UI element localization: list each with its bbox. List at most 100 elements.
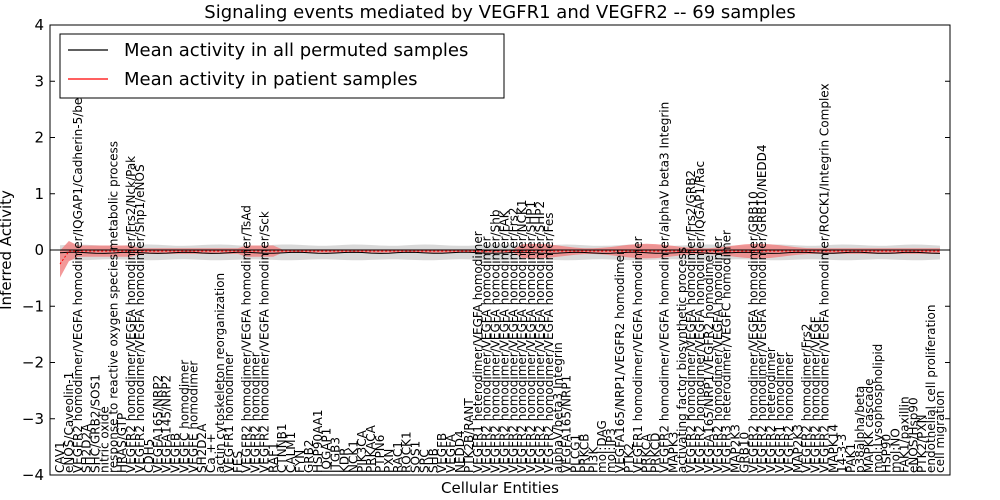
entity-label: FAK1/paxillin — [897, 396, 911, 473]
entity-label: alphaV/beta3 Integrin — [551, 342, 565, 473]
y-tick-label: 4 — [34, 16, 44, 34]
entity-label: PTK2B/RANT — [462, 398, 476, 473]
entity-label: mol:NO — [889, 428, 903, 473]
entity-label: PRKCA — [640, 433, 654, 473]
y-tick-label: 2 — [34, 129, 44, 147]
entity-label: GRB10 — [737, 432, 751, 473]
entity-label: VEGFR2 heterodimer — [764, 347, 778, 473]
entity-label: response to reactive oxygen species meta… — [106, 141, 120, 473]
entity-label: RAF1 — [266, 442, 280, 473]
entity-label: mol:Lysophospholipid — [871, 344, 885, 473]
entity-label: VEGFR2 homodimer/VEGFA homodimer/Sck — [257, 211, 271, 473]
entity-label: SHC/GRB2/SOS1 — [89, 374, 103, 473]
entity-label: VEGFR2 homodimer/VEGFA homodimer/alphaV … — [657, 102, 671, 473]
entity-label: VEGFA145/NRP2 — [160, 375, 174, 473]
legend-box — [59, 33, 505, 99]
entity-label: CAV1 — [53, 441, 67, 473]
entity-label: VEGFR2 homodimer/VEGF — [809, 316, 823, 473]
entity-label: VEGFR2 homodimer/VEGFA homodimer/TsAd — [240, 205, 254, 473]
y-tick-label: −2 — [22, 354, 44, 372]
entity-label: KDR — [337, 448, 351, 473]
entity-label: CDH5 — [142, 439, 156, 473]
patient-mean-line — [59, 250, 940, 265]
entity-label: VEGFR2 homodimer/VEGFA homodimer/IQGAP1/… — [71, 37, 85, 473]
entity-label: VEGFB — [169, 433, 183, 473]
entity-label: VEGFA165/NRP1/VEGFR2 homodimer — [702, 250, 716, 473]
entity-label: PLCG1 — [569, 434, 583, 473]
entity-label: 14-3-3 — [835, 434, 849, 473]
entity-label: VEGFR1 homodimer/VEGFA homodimer — [631, 236, 645, 473]
entity-label: ITGB3 — [329, 437, 343, 473]
entity-label: HSP90 — [880, 434, 894, 473]
entity-label: PTK2/PXN — [915, 414, 929, 473]
entity-label: VEGFR2 homodimer/VEGFA homodimer/GRB10 — [746, 191, 760, 473]
y-axis-label: Inferred Activity — [0, 190, 15, 310]
legend: Mean activity in all permuted samples Me… — [59, 33, 505, 99]
entity-label: eNOS/Hsp90 — [906, 397, 920, 473]
entity-label: VEGFR2 homodimer/VEGFA homodimer/ROCK1/I… — [817, 83, 831, 473]
entity-label: nitric oxide — [97, 406, 111, 473]
entity-label: GRB2 — [302, 439, 316, 473]
legend-label-permuted: Mean activity in all permuted samples — [124, 40, 468, 61]
entity-label: cell migration — [933, 391, 947, 473]
entity-label: VEGFR2 homodimer/VEGFA homodimer/GRB10/N… — [755, 144, 769, 473]
entity-label: VEGFR2 homodimer/VEGFA homodimer/Frs2/Nc… — [124, 156, 138, 473]
entity-label: PTPN6 — [373, 435, 387, 473]
entity-label: VEGFR2 homodimer/VEGFA homodimer/NCK1 — [515, 199, 529, 473]
entity-label: NEDD4 — [453, 430, 467, 473]
y-tick-label: 0 — [34, 241, 44, 259]
entity-label: ROCK1 — [400, 431, 414, 473]
entity-label: PI3K — [586, 446, 600, 473]
entity-label: VEGFA165/NRP2 — [151, 375, 165, 473]
entity-label: VEGFR2 homodimer/VEGFA homodimer/Shb — [489, 210, 503, 474]
entity-label: VEGFR2 homodimer/VEGFA homodimer — [711, 236, 725, 473]
entity-label: Ca ++ — [204, 433, 218, 473]
entity-label: PTK2 — [622, 443, 636, 473]
entity-label: VEGFR2 homodimer/VEGFA homodimer/Frs2 — [506, 207, 520, 473]
entity-label: mol:DAG — [595, 420, 609, 473]
entity-label: FES — [231, 451, 245, 473]
entity-label: VEGFR2 homodimer/VEGFA homodimer/Shp1/eN… — [133, 164, 147, 473]
entity-label: VEGFR2 homodimer/VEGFA homodimer/SHP1 — [524, 201, 538, 473]
entity-label: p38alpha/beta — [853, 386, 867, 473]
entity-label: VEGFR1 heterodimer/VEGFA homodimer — [471, 231, 485, 473]
entity-label: CALM1 — [284, 432, 298, 473]
entity-label: CTNNB1 — [275, 423, 289, 473]
entity-label: VEGFB — [435, 433, 449, 473]
entity-label: SOS1 — [409, 441, 423, 473]
entity-label: SRC — [417, 449, 431, 473]
entity-label: SH2D2A — [195, 423, 209, 473]
entity-label: NCK1 — [346, 440, 360, 473]
y-tick-label: −3 — [22, 410, 44, 428]
y-tick-label: 3 — [34, 72, 44, 90]
entity-label: PRKCD — [649, 433, 663, 473]
entity-label: VEGFR2 homodimer/VEGFA homodimer — [480, 236, 494, 473]
entity-label: mol:IP3 — [604, 428, 618, 473]
entity-label: activating factor biosynthetic process — [675, 247, 689, 473]
entity-label: MAPK3 — [666, 432, 680, 473]
chart-title: Signaling events mediated by VEGFR1 and … — [204, 2, 795, 23]
y-tick-label: 1 — [34, 185, 44, 203]
entity-label: VEGFR2 homodimer/Frs2 — [800, 323, 814, 473]
entity-label: VEGFR2 homodimer — [782, 352, 796, 473]
entity-label: MAP2K3 — [791, 424, 805, 473]
entity-label: VEGFR2 homodimer/VEGFA homodimer/Fes — [542, 212, 556, 473]
entity-label: VEGFR1 homodimer — [222, 352, 236, 473]
legend-label-patient: Mean activity in patient samples — [124, 69, 418, 90]
entity-label: MAPK14 — [826, 424, 840, 473]
entity-label: HRAS/GTP — [115, 413, 129, 473]
entity-label: VEGFR2 homodimer/VEGFA homodimer/SHP2 — [533, 201, 547, 473]
entity-label: PXN — [382, 449, 396, 473]
entity-label: HSP90AA1 — [311, 409, 325, 473]
entity-label: SHB — [426, 448, 440, 473]
entity-label: VEGFA165/NRP1 — [560, 375, 574, 473]
x-axis-label: Cellular Entities — [441, 479, 559, 497]
entity-label: VEGFR2 homodimer/VEGFA homodimer/Frs2/GR… — [684, 170, 698, 473]
entity-label: actin cytoskeleton reorganization — [213, 273, 227, 473]
entity-label: MAP2K3 — [729, 424, 743, 473]
entity-label: PRKACA — [364, 424, 378, 473]
entity-label: VEGFR1 homodimer — [773, 352, 787, 473]
entity-label: VEGFA — [444, 433, 458, 473]
permuted-mean-line — [59, 251, 941, 254]
